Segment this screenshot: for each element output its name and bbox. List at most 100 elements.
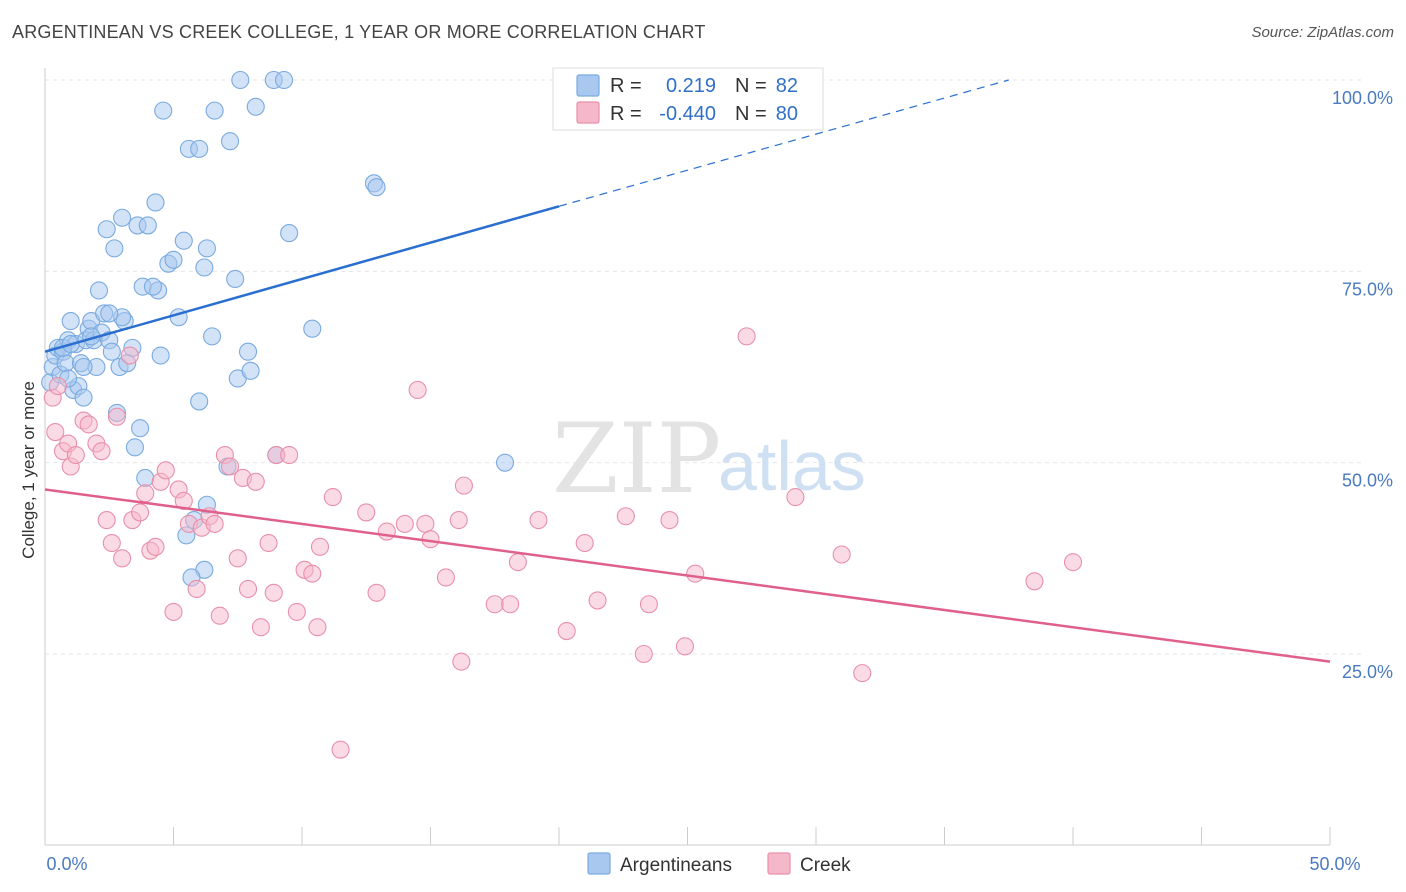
point-creek-27 — [187, 579, 206, 598]
point-creek-61 — [485, 595, 504, 614]
point-creek-13 — [107, 407, 127, 426]
y-tick-label-0: 25.0% — [1342, 662, 1393, 682]
point-argentineans-73 — [100, 304, 119, 323]
legend-n-value-0: 82 — [776, 75, 798, 97]
point-creek-71 — [660, 511, 679, 530]
point-argentineans-35 — [136, 468, 155, 488]
point-argentineans-47 — [195, 258, 214, 277]
legend-n-label-1: N = — [735, 103, 767, 125]
x-tick-label-1: 50.0% — [1309, 854, 1360, 874]
point-argentineans-13 — [74, 388, 93, 407]
legend-r-value-0: 0.219 — [666, 75, 716, 97]
point-creek-78 — [1025, 572, 1044, 591]
point-argentineans-8 — [61, 312, 80, 331]
point-creek-38 — [251, 618, 270, 637]
bottom-legend-swatch-argentineans — [587, 852, 611, 875]
point-argentineans-69 — [367, 178, 386, 197]
point-creek-56 — [408, 380, 427, 400]
point-argentineans-74 — [74, 357, 93, 377]
point-argentineans-36 — [138, 216, 157, 235]
point-creek-12 — [102, 533, 121, 553]
point-argentineans-80 — [495, 453, 515, 472]
point-creek-62 — [501, 595, 520, 614]
y-axis-label: College, 1 year or more — [19, 381, 38, 559]
legend-r-value-1: -0.440 — [659, 103, 716, 125]
point-argentineans-25 — [105, 239, 124, 258]
point-argentineans-46 — [190, 139, 209, 158]
bottom-legend-creek: Creek — [800, 855, 851, 876]
point-creek-40 — [264, 583, 283, 602]
point-creek-45 — [303, 564, 322, 583]
chart-title: ARGENTINEAN VS CREEK COLLEGE, 1 YEAR OR … — [12, 22, 706, 42]
point-creek-47 — [310, 537, 330, 556]
point-argentineans-43 — [174, 231, 193, 250]
y-tick-labels: 25.0% 50.0% 75.0% 100.0% — [1332, 88, 1393, 682]
point-creek-75 — [786, 488, 805, 507]
point-creek-43 — [287, 602, 306, 621]
bottom-legend-argentineans: Argentineans — [620, 855, 732, 876]
point-creek-58 — [449, 511, 468, 530]
point-creek-15 — [120, 346, 139, 365]
trend-line-argentineans — [44, 205, 560, 353]
point-creek-74 — [737, 327, 756, 346]
point-creek-10 — [92, 442, 111, 461]
point-creek-73 — [686, 564, 705, 583]
point-creek-76 — [832, 545, 851, 564]
point-creek-60 — [452, 652, 471, 671]
point-creek-48 — [323, 488, 342, 507]
point-creek-33 — [220, 457, 240, 476]
point-argentineans-62 — [231, 70, 250, 90]
x-tick-labels: 0.0% 50.0% — [46, 854, 1360, 874]
point-creek-23 — [164, 602, 183, 621]
point-argentineans-48 — [197, 239, 216, 258]
trend-lines — [44, 79, 1331, 663]
point-creek-79 — [1063, 553, 1083, 572]
axes — [44, 68, 1331, 846]
point-creek-34 — [228, 549, 247, 568]
point-creek-65 — [557, 621, 576, 641]
point-creek-37 — [246, 472, 265, 491]
bottom-legend: Argentineans Creek — [587, 852, 851, 876]
point-creek-30 — [205, 514, 224, 533]
point-argentineans-31 — [125, 438, 144, 457]
point-creek-18 — [136, 484, 155, 503]
point-argentineans-24 — [102, 342, 121, 361]
x-tick-label-0: 0.0% — [46, 854, 87, 874]
watermark-zip: ZIP — [552, 403, 721, 515]
legend-r-label-0: R = — [610, 75, 642, 97]
point-creek-14 — [113, 549, 132, 568]
point-creek-31 — [210, 606, 229, 625]
point-argentineans-61 — [241, 361, 260, 380]
point-creek-54 — [416, 514, 435, 533]
trend-line-argentineans-extension — [558, 79, 1009, 207]
data-points — [41, 70, 1083, 759]
point-creek-1 — [46, 423, 65, 442]
point-creek-59 — [454, 476, 473, 495]
legend: R = 0.219 N = 82 R = -0.440 N = 80 — [552, 67, 824, 131]
watermark: ZIP atlas — [552, 403, 866, 515]
point-creek-69 — [639, 595, 659, 614]
point-creek-64 — [529, 511, 548, 530]
point-argentineans-58 — [226, 269, 245, 289]
point-creek-52 — [377, 522, 396, 541]
point-creek-67 — [588, 591, 607, 610]
trend-line-creek — [44, 488, 1331, 663]
source-label: Source: ZipAtlas.com — [1251, 24, 1394, 41]
point-creek-39 — [259, 533, 278, 553]
point-creek-70 — [634, 644, 653, 664]
point-creek-50 — [357, 503, 376, 522]
legend-n-value-1: 80 — [776, 103, 798, 125]
point-argentineans-22 — [97, 220, 116, 239]
y-tick-label-2: 75.0% — [1342, 279, 1393, 299]
point-creek-49 — [331, 740, 350, 759]
point-creek-77 — [853, 664, 872, 683]
point-creek-53 — [395, 514, 414, 533]
point-argentineans-6 — [56, 354, 75, 373]
legend-swatch-creek — [576, 101, 600, 124]
point-creek-36 — [238, 579, 258, 598]
point-argentineans-38 — [151, 346, 170, 365]
point-argentineans-66 — [280, 224, 299, 243]
point-argentineans-50 — [205, 101, 224, 120]
point-creek-6 — [66, 445, 85, 465]
